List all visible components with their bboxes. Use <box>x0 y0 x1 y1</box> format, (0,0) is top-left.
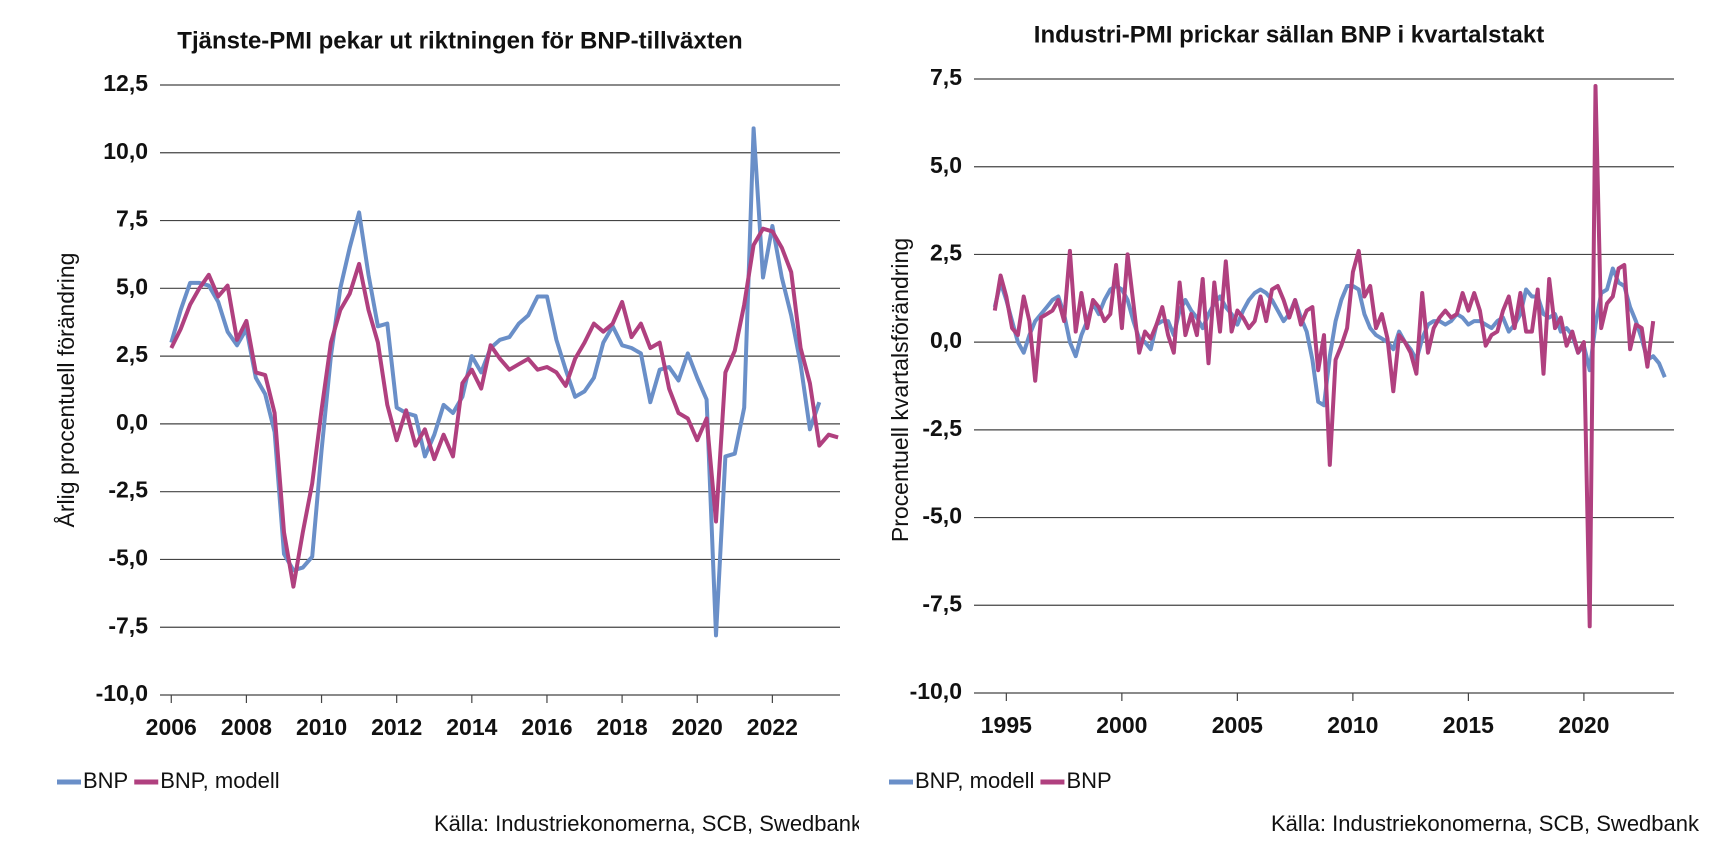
x-tick-label: 2006 <box>146 714 197 740</box>
x-tick-label: 2022 <box>747 714 798 740</box>
y-axis-label: Procentuell kvartalsförändring <box>887 238 913 542</box>
y-tick-label: -7,5 <box>922 590 962 616</box>
source: Källa: Industriekonomerna, SCB, Swedbank <box>1271 811 1700 836</box>
x-tick-label: 2016 <box>521 714 572 740</box>
series-line <box>169 226 839 589</box>
y-tick-label: 5,0 <box>116 273 148 299</box>
x-tick-label: 1995 <box>981 712 1032 738</box>
y-tick-label: 7,5 <box>116 206 148 232</box>
x-tick-label: 2010 <box>296 714 347 740</box>
y-tick-label: -7,5 <box>108 612 148 638</box>
legend-label: BNP, modell <box>915 768 1034 793</box>
y-tick-label: 10,0 <box>103 138 148 164</box>
y-tick-label: -10,0 <box>96 680 148 706</box>
y-tick-label: 0,0 <box>116 409 148 435</box>
y-tick-label: 12,5 <box>103 70 148 96</box>
y-tick-label: -10,0 <box>910 678 962 704</box>
legend-label: BNP <box>83 768 128 793</box>
x-tick-label: 2020 <box>1558 712 1609 738</box>
x-tick-label: 2005 <box>1212 712 1263 738</box>
source: Källa: Industriekonomerna, SCB, Swedbank <box>434 811 859 836</box>
x-tick-label: 2012 <box>371 714 422 740</box>
chart: Industri-PMI prickar sällan BNP i kvarta… <box>887 21 1700 836</box>
x-tick-label: 2020 <box>672 714 723 740</box>
y-tick-label: 2,5 <box>116 341 148 367</box>
y-axis-label: Årlig procentuell förändring <box>52 253 79 528</box>
x-tick-label: 2000 <box>1096 712 1147 738</box>
x-tick-label: 2015 <box>1443 712 1494 738</box>
chart-title: Tjänste-PMI pekar ut riktningen för BNP-… <box>177 27 742 54</box>
legend-label: BNP <box>1066 768 1111 793</box>
x-tick-label: 2018 <box>597 714 648 740</box>
y-tick-label: 0,0 <box>930 327 962 353</box>
y-tick-label: 5,0 <box>930 152 962 178</box>
y-tick-label: 2,5 <box>930 240 962 266</box>
x-tick-label: 2010 <box>1327 712 1378 738</box>
y-tick-label: -5,0 <box>108 545 148 571</box>
y-tick-label: -5,0 <box>922 503 962 529</box>
y-tick-label: -2,5 <box>108 477 148 503</box>
legend-label: BNP, modell <box>160 768 279 793</box>
x-tick-label: 2008 <box>221 714 272 740</box>
series-line <box>992 84 1656 629</box>
x-tick-label: 2014 <box>446 714 497 740</box>
y-tick-label: 7,5 <box>930 64 962 90</box>
y-tick-label: -2,5 <box>922 415 962 441</box>
chart: Tjänste-PMI pekar ut riktningen för BNP-… <box>52 27 859 836</box>
chart-title: Industri-PMI prickar sällan BNP i kvarta… <box>1034 21 1544 48</box>
